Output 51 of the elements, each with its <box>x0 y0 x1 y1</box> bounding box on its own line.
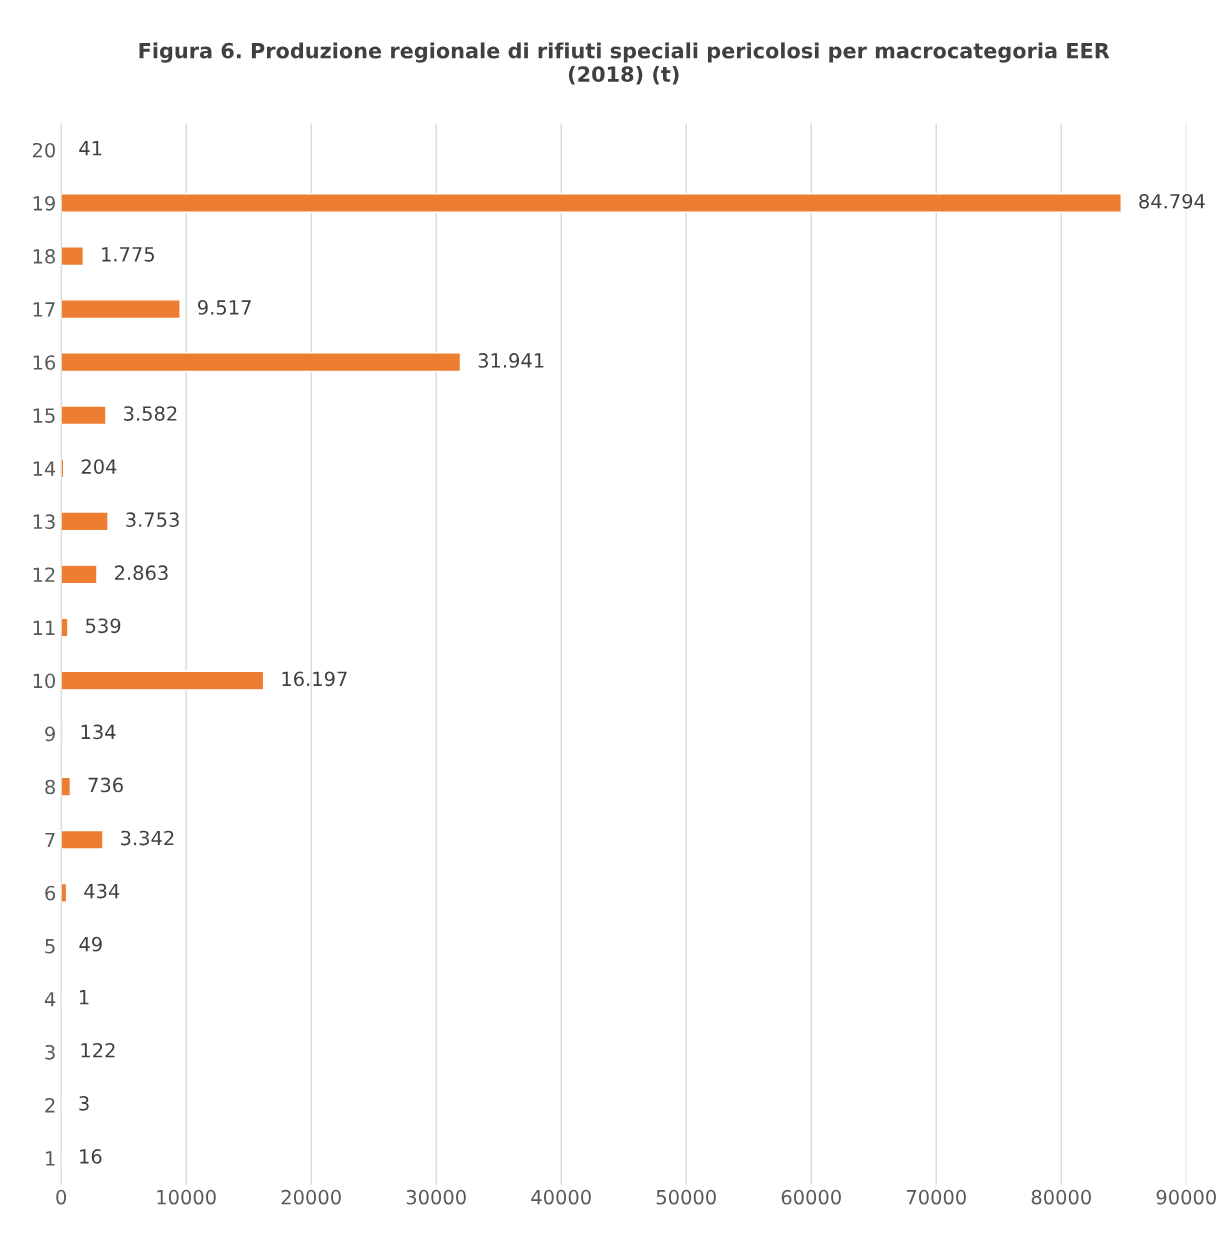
data-label: 41 <box>79 141 102 156</box>
y-tick-label: 9 <box>45 726 55 742</box>
y-tick-label: 3 <box>45 1044 55 1060</box>
x-tick-label: 60000 <box>781 1189 841 1205</box>
x-tick-label: 10000 <box>157 1189 216 1205</box>
data-label: 434 <box>84 883 120 899</box>
y-tick-label: 18 <box>33 249 55 264</box>
data-label: 736 <box>88 777 123 793</box>
y-tick-label: 1 <box>46 1151 55 1166</box>
y-tick-label: 12 <box>33 567 55 582</box>
data-label: 3.753 <box>126 512 179 528</box>
x-tick-label: 0 <box>56 1189 67 1205</box>
chart-title: Figura 6. Produzione regionale di rifiuti speciali pericolosi per macrocategoria EER (2018) (t) <box>139 42 1110 85</box>
y-tick-label: 19 <box>33 195 55 211</box>
data-label: 9.517 <box>198 300 251 315</box>
x-tick-label: 80000 <box>1031 1189 1091 1205</box>
y-tick-label: 20 <box>32 142 55 158</box>
data-label: 122 <box>81 1042 115 1058</box>
y-tick-label: 2 <box>45 1098 55 1113</box>
y-tick-label: 15 <box>33 408 55 423</box>
data-label: 84.794 <box>1139 193 1205 209</box>
y-tick-label: 4 <box>44 992 56 1007</box>
x-tick-label: 50000 <box>656 1189 716 1205</box>
y-tick-label: 13 <box>33 514 55 530</box>
x-tick-label: 30000 <box>406 1189 466 1205</box>
data-label: 539 <box>86 618 121 634</box>
y-tick-label: 6 <box>45 885 56 901</box>
data-label: 1 <box>79 990 89 1005</box>
data-label: 16.197 <box>282 671 347 687</box>
y-tick-label: 11 <box>33 620 55 635</box>
data-label: 3.582 <box>124 406 177 421</box>
x-tick-label: 20000 <box>281 1189 341 1205</box>
data-label: 31.941 <box>478 353 544 368</box>
data-label: 2.863 <box>115 565 168 581</box>
data-label: 49 <box>79 936 102 952</box>
y-tick-label: 8 <box>45 779 55 795</box>
y-tick-label: 10 <box>33 673 55 689</box>
data-label: 3 <box>79 1095 89 1111</box>
y-tick-label: 14 <box>33 461 56 476</box>
x-tick-label: 70000 <box>906 1189 966 1205</box>
y-tick-label: 7 <box>45 832 55 848</box>
data-label: 134 <box>81 724 116 740</box>
data-label: 3.342 <box>121 830 174 846</box>
data-label: 204 <box>81 459 117 474</box>
data-label: 16 <box>80 1149 102 1164</box>
x-tick-label: 90000 <box>1156 1189 1216 1205</box>
y-tick-label: 5 <box>45 939 55 954</box>
data-label: 1.775 <box>102 247 154 262</box>
x-tick-label: 40000 <box>531 1189 591 1205</box>
y-tick-label: 16 <box>33 355 56 370</box>
y-tick-label: 17 <box>33 302 55 317</box>
